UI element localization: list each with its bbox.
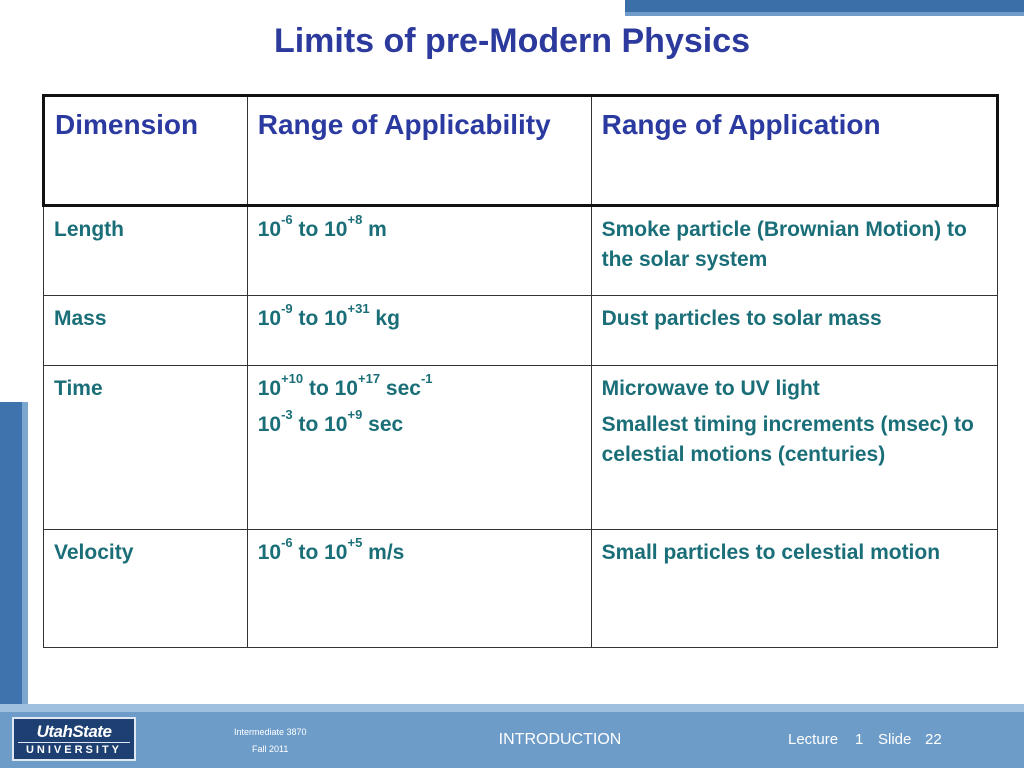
range-line-2: 10-3 to 10+9 sec bbox=[257, 407, 581, 440]
range-exponent: +5 bbox=[347, 535, 363, 550]
logo-subtitle: UNIVERSITY bbox=[18, 742, 130, 757]
range-unit: sec bbox=[362, 413, 404, 436]
application-cell: Microwave to UV light Smallest timing in… bbox=[590, 365, 999, 530]
range-exponent: +8 bbox=[347, 212, 363, 227]
range-exponent: +17 bbox=[358, 371, 381, 386]
range-exponent: -9 bbox=[281, 301, 293, 316]
footer-lecture-label: Lecture bbox=[788, 731, 839, 748]
range-unit: m/s bbox=[362, 541, 405, 564]
range-base: 10 bbox=[257, 377, 282, 400]
table-row: Time 10+10 to 10+17 sec-1 10-3 to 10+9 s… bbox=[43, 365, 999, 530]
application-cell: Small particles to celestial motion bbox=[590, 529, 999, 648]
footer-bar bbox=[0, 712, 1024, 768]
range-unit: kg bbox=[369, 307, 400, 330]
header-dimension: Dimension bbox=[43, 95, 248, 206]
table-header-row: Dimension Range of Applicability Range o… bbox=[43, 95, 999, 206]
range-mid: to 10 bbox=[292, 218, 348, 241]
range-base: 10 bbox=[257, 413, 282, 436]
range-unit: sec bbox=[380, 377, 421, 400]
table-row: Length 10-6 to 10+8 m Smoke particle (Br… bbox=[43, 205, 999, 296]
range-base: 10 bbox=[257, 541, 282, 564]
footer-stripe bbox=[0, 704, 1024, 712]
range-cell: 10+10 to 10+17 sec-1 10-3 to 10+9 sec bbox=[246, 365, 592, 530]
left-accent-stripe bbox=[22, 402, 28, 712]
dimension-cell: Velocity bbox=[43, 529, 248, 648]
range-exponent: -6 bbox=[281, 212, 293, 227]
range-base: 10 bbox=[257, 218, 282, 241]
range-mid: to 10 bbox=[292, 541, 348, 564]
range-exponent: +10 bbox=[281, 371, 304, 386]
application-cell: Smoke particle (Brownian Motion) to the … bbox=[590, 205, 999, 296]
range-cell: 10-6 to 10+8 m bbox=[246, 205, 592, 296]
range-exponent: +31 bbox=[347, 301, 370, 316]
range-mid: to 10 bbox=[292, 307, 348, 330]
application-cell: Dust particles to solar mass bbox=[590, 295, 999, 366]
physics-limits-table: Dimension Range of Applicability Range o… bbox=[42, 94, 999, 648]
range-mid: to 10 bbox=[292, 413, 348, 436]
application-line: Microwave to UV light bbox=[601, 377, 820, 400]
header-range-of-application: Range of Application bbox=[590, 95, 999, 206]
header-range-of-applicability: Range of Applicability bbox=[246, 95, 592, 206]
table-row: Velocity 10-6 to 10+5 m/s Small particle… bbox=[43, 529, 999, 648]
range-exponent: -6 bbox=[281, 535, 293, 550]
utah-state-logo: UtahState UNIVERSITY bbox=[12, 717, 136, 761]
footer-section: INTRODUCTION bbox=[498, 731, 622, 748]
application-line-2: Smallest timing increments (msec) to cel… bbox=[601, 413, 974, 466]
dimension-cell: Mass bbox=[43, 295, 248, 366]
range-mid: to 10 bbox=[303, 377, 358, 400]
footer-lecture-number: 1 bbox=[855, 731, 864, 748]
footer-term: Fall 2011 bbox=[252, 744, 289, 754]
top-accent-stripe bbox=[625, 12, 1024, 16]
slide-title: Limits of pre-Modern Physics bbox=[273, 22, 751, 60]
footer-slide-number: 22 bbox=[925, 731, 942, 748]
footer-slide-label: Slide bbox=[878, 731, 912, 748]
range-cell: 10-6 to 10+5 m/s bbox=[246, 529, 592, 648]
range-unit: m bbox=[362, 218, 387, 241]
range-line: 10+10 to 10+17 sec-1 bbox=[257, 371, 581, 404]
range-exponent: -3 bbox=[281, 407, 293, 422]
footer-course: Intermediate 3870 bbox=[234, 727, 307, 737]
range-exponent: -1 bbox=[420, 371, 433, 386]
dimension-cell: Time bbox=[43, 365, 248, 530]
dimension-cell: Length bbox=[43, 205, 248, 296]
range-cell: 10-9 to 10+31 kg bbox=[246, 295, 592, 366]
range-base: 10 bbox=[257, 307, 282, 330]
logo-wordmark: UtahState bbox=[36, 722, 112, 741]
range-exponent: +9 bbox=[347, 407, 363, 422]
table-row: Mass 10-9 to 10+31 kg Dust particles to … bbox=[43, 295, 999, 366]
